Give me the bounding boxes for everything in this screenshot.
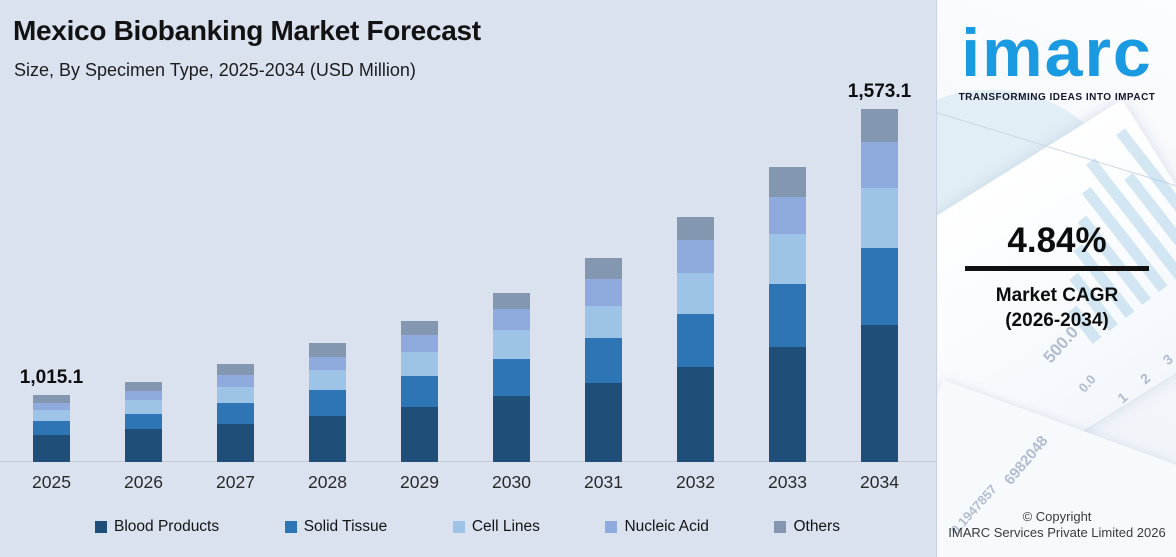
bar-segment-2028-nucleic-acid — [309, 357, 346, 370]
bar-segment-2027-others — [217, 364, 254, 375]
x-axis-label-2032: 2032 — [676, 472, 715, 492]
copyright: © Copyright IMARC Services Private Limit… — [937, 509, 1176, 541]
legend-item-others: Others — [774, 518, 840, 536]
bar-segment-2030-nucleic-acid — [493, 309, 530, 330]
legend-label: Nucleic Acid — [624, 518, 709, 535]
legend-swatch — [284, 521, 297, 533]
bar-segment-2025-cell-lines — [33, 410, 70, 421]
bar-segment-2025-others — [33, 395, 70, 403]
bar-segment-2034-blood-products — [861, 325, 898, 462]
bar-segment-2027-blood-products — [217, 424, 254, 462]
bar-segment-2032-solid-tissue — [677, 314, 714, 367]
bar-segment-2030-blood-products — [493, 396, 530, 462]
x-axis-label-2028: 2028 — [308, 472, 347, 492]
bar-segment-2031-cell-lines — [585, 306, 622, 338]
bar-segment-2032-cell-lines — [677, 273, 714, 314]
x-axis-label-2029: 2029 — [400, 472, 439, 492]
bar-segment-2034-solid-tissue — [861, 248, 898, 325]
bar-segment-2030-cell-lines — [493, 330, 530, 359]
bar-segment-2034-others — [861, 109, 898, 142]
page-title: Mexico Biobanking Market Forecast — [13, 15, 481, 46]
legend-swatch — [774, 521, 787, 533]
bar-segment-2030-solid-tissue — [493, 359, 530, 396]
bar-segment-2030-others — [493, 293, 530, 309]
bar-segment-2026-others — [125, 382, 162, 391]
bar-segment-2025-solid-tissue — [33, 421, 70, 435]
x-axis-label-2026: 2026 — [124, 472, 163, 492]
bar-segment-2031-nucleic-acid — [585, 279, 622, 306]
legend-item-nucleic-acid: Nucleic Acid — [605, 518, 709, 536]
imarc-logo: imarc — [961, 15, 1153, 91]
bar-segment-2029-blood-products — [401, 407, 438, 462]
bar-segment-2033-solid-tissue — [769, 284, 806, 347]
bar-segment-2026-blood-products — [125, 429, 162, 462]
bar-segment-2025-blood-products — [33, 435, 70, 462]
legend-item-blood-products: Blood Products — [95, 518, 219, 536]
imarc-tagline: TRANSFORMING IDEAS INTO IMPACT — [958, 92, 1156, 103]
bar-segment-2029-nucleic-acid — [401, 335, 438, 352]
legend-item-solid-tissue: Solid Tissue — [284, 518, 388, 536]
bar-segment-2026-solid-tissue — [125, 414, 162, 429]
bar-segment-2029-solid-tissue — [401, 376, 438, 407]
bar-segment-2027-cell-lines — [217, 387, 254, 403]
bar-segment-2033-cell-lines — [769, 234, 806, 284]
bar-segment-2028-cell-lines — [309, 370, 346, 390]
legend-swatch — [605, 521, 618, 533]
brand-panel: 500.0 0.0 1 2 3 4 6982048 0.1947857 imar… — [936, 0, 1176, 557]
legend-swatch — [95, 521, 107, 533]
bar-segment-2033-others — [769, 167, 806, 197]
bar-segment-2031-solid-tissue — [585, 338, 622, 383]
bar-value-label-2025: 1,015.1 — [19, 367, 84, 388]
x-axis-label-2030: 2030 — [492, 472, 531, 492]
cagr-block: 4.84% Market CAGR (2026-2034) — [937, 222, 1176, 333]
bar-segment-2034-cell-lines — [861, 188, 898, 248]
x-axis-label-2031: 2031 — [584, 472, 623, 492]
bar-segment-2032-blood-products — [677, 367, 714, 462]
bar-segment-2033-blood-products — [769, 347, 806, 462]
cagr-label: Market CAGR — [995, 285, 1119, 306]
stacked-bar-chart: 2025 2026 2027 2028 2029 2030 2031 2032 2033 2034… — [0, 81, 937, 492]
copyright-line1: © Copyright — [1022, 509, 1092, 524]
x-axis-label-2025: 2025 — [32, 472, 71, 492]
bar-segment-2026-nucleic-acid — [125, 391, 162, 400]
x-axis-line — [0, 461, 937, 462]
bar-segment-2033-nucleic-acid — [769, 197, 806, 234]
x-axis-label-2027: 2027 — [216, 472, 255, 492]
bar-segment-2028-others — [309, 343, 346, 357]
bar-value-label-2034: 1,573.1 — [847, 81, 912, 102]
copyright-line2: IMARC Services Private Limited 2026 — [948, 525, 1166, 540]
bar-segment-2028-blood-products — [309, 416, 346, 462]
chart-legend: Blood Products Solid Tissue Cell Lines Nucl… — [95, 518, 840, 536]
bar-segment-2031-others — [585, 258, 622, 279]
bar-segment-2028-solid-tissue — [309, 390, 346, 416]
cagr-value: 4.84% — [1007, 221, 1107, 260]
bar-segment-2032-nucleic-acid — [677, 240, 714, 273]
bar-segment-2027-nucleic-acid — [217, 375, 254, 387]
x-axis-label-2034: 2034 — [860, 472, 899, 492]
bar-segment-2025-nucleic-acid — [33, 403, 70, 410]
legend-swatch — [452, 521, 465, 533]
legend-label: Others — [793, 518, 840, 535]
legend-label: Solid Tissue — [303, 518, 388, 535]
bar-segment-2026-cell-lines — [125, 400, 162, 414]
cagr-underline — [965, 266, 1149, 271]
legend-item-cell-lines: Cell Lines — [452, 518, 540, 536]
bar-segment-2032-others — [677, 217, 714, 240]
x-axis-label-2033: 2033 — [768, 472, 807, 492]
page-subtitle: Size, By Specimen Type, 2025-2034 (USD M… — [14, 60, 416, 80]
cagr-period: (2026-2034) — [1005, 310, 1109, 331]
bar-segment-2034-nucleic-acid — [861, 142, 898, 188]
bar-segment-2029-cell-lines — [401, 352, 438, 376]
bar-segment-2031-blood-products — [585, 383, 622, 462]
bar-segment-2029-others — [401, 321, 438, 335]
legend-label: Blood Products — [114, 518, 220, 535]
legend-label: Cell Lines — [471, 518, 540, 535]
bar-segment-2027-solid-tissue — [217, 403, 254, 424]
